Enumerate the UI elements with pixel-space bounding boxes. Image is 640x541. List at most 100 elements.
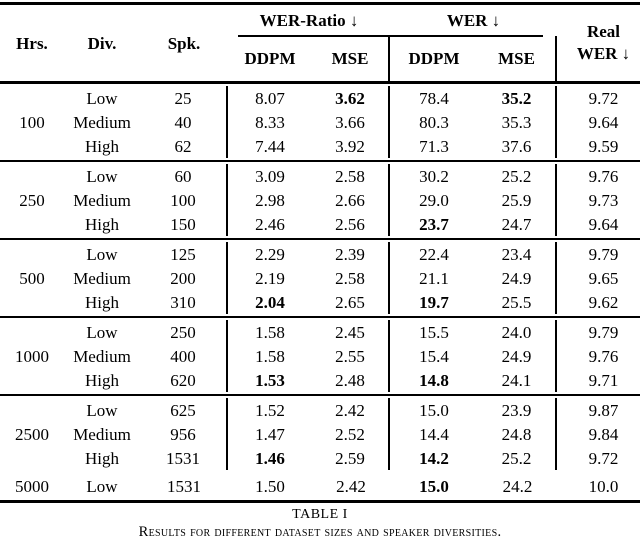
wer-ratio-ddpm-cell: 2.04 xyxy=(255,292,285,312)
diversity-cell: Medium xyxy=(73,112,131,132)
real-wer-cell: 9.73 xyxy=(588,190,619,210)
table-caption: Results for different dataset sizes and … xyxy=(138,524,502,540)
speakers-cell: 956 xyxy=(140,422,228,446)
col-header-real-wer: Real WER ↓ xyxy=(557,5,640,81)
wer-ddpm-cell: 71.3 xyxy=(419,136,449,156)
wer-ratio-ddpm-cell: 1.52 xyxy=(255,400,285,420)
wer-mse-cell: 25.2 xyxy=(478,446,557,470)
speakers-cell: 400 xyxy=(140,344,228,368)
col-header-hrs: Hrs. xyxy=(16,33,48,53)
wer-ratio-ddpm-cell: 8.33 xyxy=(255,112,285,132)
diversity-cell: Low xyxy=(86,476,118,496)
wer-ratio-mse-cell: 2.48 xyxy=(312,368,390,392)
wer-mse-cell: 24.9 xyxy=(478,344,557,368)
speakers-cell: 625 xyxy=(140,398,228,422)
diversity-cell: Medium xyxy=(73,268,131,288)
wer-mse-cell: 24.0 xyxy=(478,320,557,344)
real-wer-cell: 9.79 xyxy=(588,244,619,264)
speakers-cell: 60 xyxy=(140,164,228,188)
hours-group-250: 250 Low 60 3.09 2.58 30.2 25.2 9.76 Medium 100 2.9… xyxy=(0,160,640,238)
col-header-spk: Spk. xyxy=(167,33,201,53)
wer-ddpm-cell: 15.5 xyxy=(419,322,449,342)
wer-ddpm-cell: 15.4 xyxy=(419,346,449,366)
wer-ratio-ddpm-cell: 7.44 xyxy=(255,136,285,156)
col-header-wer-mse: MSE xyxy=(478,36,557,81)
wer-ratio-mse-cell: 2.65 xyxy=(312,290,390,314)
speakers-cell: 150 xyxy=(140,212,228,236)
wer-ratio-ddpm-cell: 1.50 xyxy=(255,476,285,496)
wer-ddpm-cell: 29.0 xyxy=(419,190,449,210)
hours-label: 250 xyxy=(19,190,45,210)
wer-ratio-mse-cell: 2.42 xyxy=(312,398,390,422)
speakers-cell: 1531 xyxy=(167,476,201,496)
diversity-cell: Low xyxy=(86,244,118,264)
wer-ratio-ddpm-cell: 2.98 xyxy=(255,190,285,210)
table-header: Hrs. Div. Spk. WER-Ratio ↓ WER ↓ Real WE… xyxy=(0,5,640,81)
hours-label: 1000 xyxy=(15,346,49,366)
hours-label: 2500 xyxy=(15,424,49,444)
real-wer-cell: 9.76 xyxy=(588,166,619,186)
speakers-cell: 25 xyxy=(140,86,228,110)
wer-mse-cell: 25.2 xyxy=(478,164,557,188)
real-wer-cell: 9.87 xyxy=(588,400,619,420)
real-wer-cell: 9.64 xyxy=(588,214,619,234)
wer-mse-cell: 35.3 xyxy=(478,110,557,134)
col-header-wer-ddpm: DDPM xyxy=(408,49,460,68)
diversity-cell: Low xyxy=(86,166,118,186)
speakers-cell: 310 xyxy=(140,290,228,314)
wer-ddpm-cell: 21.1 xyxy=(419,268,449,288)
col-header-wer: WER ↓ xyxy=(446,11,501,30)
wer-ratio-mse-cell: 3.92 xyxy=(312,134,390,158)
wer-ddpm-cell: 15.0 xyxy=(419,400,449,420)
wer-ratio-mse-cell: 2.56 xyxy=(312,212,390,236)
diversity-cell: Low xyxy=(86,322,118,342)
wer-mse-cell: 37.6 xyxy=(478,134,557,158)
col-header-wer-ratio: WER-Ratio ↓ xyxy=(259,11,359,30)
real-wer-cell: 9.59 xyxy=(588,136,619,156)
wer-ddpm-cell: 14.4 xyxy=(419,424,449,444)
speakers-cell: 100 xyxy=(140,188,228,212)
diversity-cell: Medium xyxy=(73,424,131,444)
wer-ddpm-cell: 80.3 xyxy=(419,112,449,132)
wer-ratio-ddpm-cell: 2.46 xyxy=(255,214,285,234)
real-wer-cell: 9.72 xyxy=(588,88,619,108)
speakers-cell: 125 xyxy=(140,242,228,266)
col-header-real-wer-line1: Real xyxy=(586,22,621,41)
real-wer-cell: 9.64 xyxy=(588,112,619,132)
speakers-cell: 62 xyxy=(140,134,228,158)
col-header-ratio-mse: MSE xyxy=(312,36,390,81)
wer-mse-cell: 25.5 xyxy=(478,290,557,314)
wer-mse-cell: 24.8 xyxy=(478,422,557,446)
wer-ratio-ddpm-cell: 2.29 xyxy=(255,244,285,264)
diversity-cell: Low xyxy=(86,400,118,420)
wer-mse-cell: 35.2 xyxy=(478,86,557,110)
wer-ddpm-cell: 14.2 xyxy=(419,448,449,468)
real-wer-cell: 9.65 xyxy=(588,268,619,288)
diversity-cell: Low xyxy=(86,88,118,108)
speakers-cell: 1531 xyxy=(140,446,228,470)
wer-ratio-mse-cell: 2.39 xyxy=(312,242,390,266)
wer-ratio-mse-cell: 2.58 xyxy=(312,164,390,188)
wer-mse-cell: 24.2 xyxy=(502,476,533,496)
diversity-cell: High xyxy=(85,214,119,234)
wer-ratio-mse-cell: 2.58 xyxy=(312,266,390,290)
wer-mse-cell: 25.9 xyxy=(478,188,557,212)
diversity-cell: High xyxy=(85,292,119,312)
col-header-div: Div. xyxy=(87,33,117,53)
wer-ratio-ddpm-cell: 2.19 xyxy=(255,268,285,288)
table-bottom-rule xyxy=(0,500,640,503)
hours-group-2500: 2500 Low 625 1.52 2.42 15.0 23.9 9.87 Medium 956 1… xyxy=(0,394,640,472)
real-wer-cell: 9.72 xyxy=(588,448,619,468)
speakers-cell: 250 xyxy=(140,320,228,344)
wer-ddpm-cell: 22.4 xyxy=(419,244,449,264)
col-header-ratio-ddpm: DDPM xyxy=(244,49,296,68)
hours-label: 5000 xyxy=(15,476,49,496)
wer-mse-cell: 24.7 xyxy=(478,212,557,236)
wer-ratio-ddpm-cell: 1.47 xyxy=(255,424,285,444)
wer-mse-cell: 24.9 xyxy=(478,266,557,290)
diversity-cell: High xyxy=(85,136,119,156)
hours-group-500: 500 Low 125 2.29 2.39 22.4 23.4 9.79 Medium 200 2.… xyxy=(0,238,640,316)
wer-ratio-ddpm-cell: 1.58 xyxy=(255,322,285,342)
wer-ratio-ddpm-cell: 1.46 xyxy=(255,448,285,468)
